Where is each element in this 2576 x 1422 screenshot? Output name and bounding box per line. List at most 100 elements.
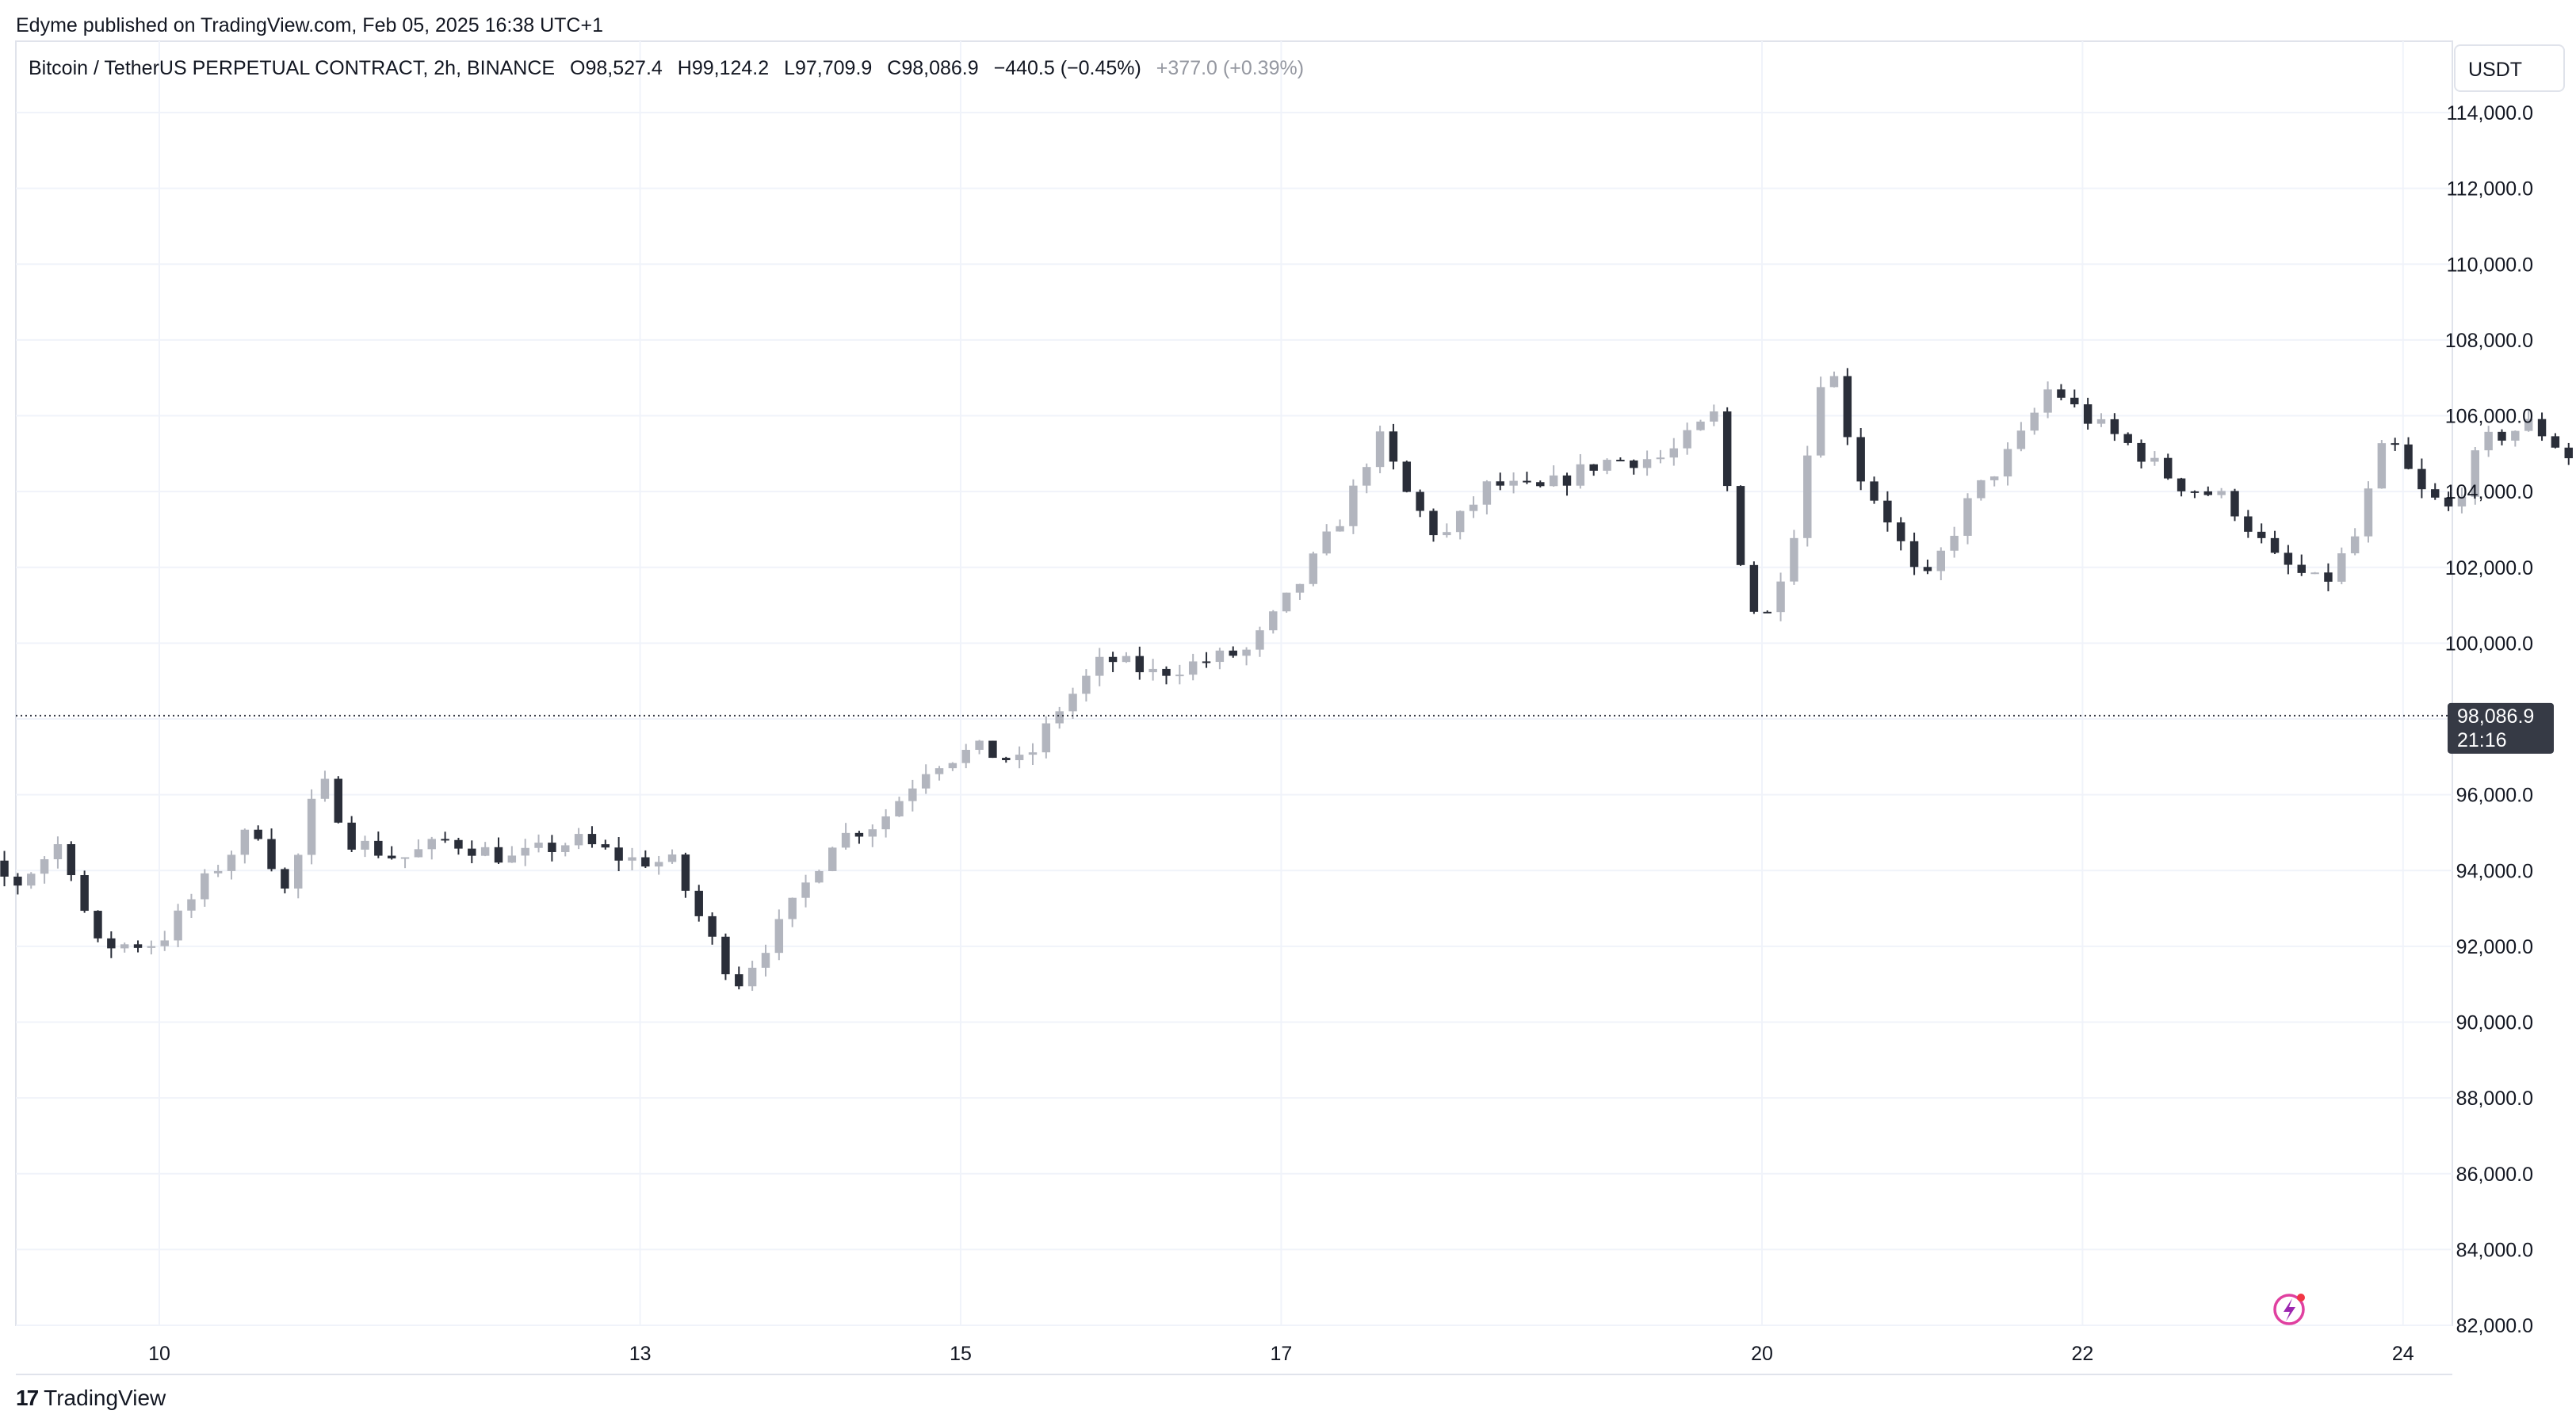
candle-body xyxy=(2257,531,2266,538)
symbol-legend[interactable]: Bitcoin / TetherUS PERPETUAL CONTRACT, 2… xyxy=(29,57,1313,80)
candle xyxy=(1790,529,1798,585)
candle xyxy=(468,840,476,864)
candle xyxy=(1349,479,1358,534)
lightning-icon[interactable] xyxy=(2273,1294,2305,1325)
tradingview-logo[interactable]: 17 TradingView xyxy=(16,1386,166,1411)
candle-body xyxy=(574,834,583,846)
candle-body xyxy=(2498,431,2506,441)
candle-body xyxy=(320,778,330,799)
candle-body xyxy=(1322,531,1331,554)
candle-body xyxy=(1523,480,1531,483)
candle xyxy=(628,847,636,871)
candle-body xyxy=(227,854,236,871)
candle xyxy=(307,789,316,865)
candle-body xyxy=(654,862,663,867)
candle xyxy=(427,836,436,860)
candle-body xyxy=(120,944,129,949)
candle-body xyxy=(2524,419,2533,431)
candle-body xyxy=(2070,397,2079,405)
candle xyxy=(1963,493,1972,545)
candle xyxy=(1816,377,1825,458)
candle xyxy=(1642,450,1652,476)
candle xyxy=(1736,485,1745,566)
time-tick-label: 17 xyxy=(1270,1343,1292,1365)
candle-body xyxy=(281,869,289,889)
candle xyxy=(1883,491,1892,532)
candle-body xyxy=(2457,496,2467,506)
candle xyxy=(254,825,262,841)
candles xyxy=(0,368,2573,992)
candle-body xyxy=(1642,459,1652,468)
candle-body xyxy=(454,839,463,849)
candle-body xyxy=(147,946,156,948)
candle-body xyxy=(347,822,356,850)
candle xyxy=(988,740,997,759)
candle-body xyxy=(1122,656,1131,663)
price-tick-label: 106,000.0 xyxy=(2445,406,2533,428)
candle-body xyxy=(2511,430,2520,441)
candle xyxy=(641,850,650,869)
candle xyxy=(2123,432,2132,445)
candle xyxy=(400,857,410,869)
candle xyxy=(1002,756,1011,763)
candle xyxy=(1322,524,1331,556)
candle xyxy=(521,839,529,866)
candle xyxy=(2096,413,2106,427)
candle xyxy=(2310,571,2319,575)
candle-body xyxy=(1736,486,1745,565)
candle xyxy=(1108,652,1118,672)
candle-body xyxy=(1749,564,1759,612)
candle-body xyxy=(2057,389,2066,398)
candle-body xyxy=(2137,442,2146,462)
candle xyxy=(0,851,9,887)
publisher-line: Edyme published on TradingView.com, Feb … xyxy=(16,14,603,36)
candle-body xyxy=(2471,450,2480,497)
candle-body xyxy=(2337,553,2346,582)
candle-body xyxy=(480,847,490,856)
candle xyxy=(1469,496,1478,518)
price-tick-label: 84,000.0 xyxy=(2456,1239,2533,1261)
candle xyxy=(201,869,209,907)
price-tick-label: 96,000.0 xyxy=(2456,785,2533,807)
time-axis[interactable]: 101315172022242729Feb357 xyxy=(148,1343,2576,1365)
symbol-title[interactable]: Bitcoin / TetherUS PERPETUAL CONTRACT, 2… xyxy=(29,57,556,79)
candle-body xyxy=(1188,661,1198,675)
price-tick-label: 104,000.0 xyxy=(2445,481,2533,503)
candle xyxy=(948,762,957,771)
candle xyxy=(40,856,49,884)
candle xyxy=(975,740,984,755)
candle xyxy=(1055,706,1064,729)
candle-body xyxy=(1082,675,1091,694)
candle-body xyxy=(2551,436,2560,448)
candle-body xyxy=(174,910,182,941)
currency-selector[interactable]: USDT xyxy=(2454,44,2565,92)
price-tag-countdown: 21:16 xyxy=(2457,729,2507,751)
candle-body xyxy=(1148,668,1157,673)
candle xyxy=(1229,646,1237,658)
candle xyxy=(13,873,22,895)
candle-body xyxy=(868,829,877,837)
candle-body xyxy=(414,849,423,858)
candle xyxy=(1683,422,1691,455)
candle xyxy=(53,836,63,869)
candle-body xyxy=(361,840,369,850)
candle xyxy=(1562,472,1572,496)
candle-body xyxy=(1002,758,1011,761)
candle-body xyxy=(1108,656,1118,663)
price-tick-label: 108,000.0 xyxy=(2445,330,2533,352)
candle xyxy=(1669,438,1679,466)
candle-body xyxy=(1897,522,1905,541)
candle-body xyxy=(1215,650,1225,663)
candle-body xyxy=(801,882,810,898)
candle-body xyxy=(1669,448,1679,458)
candle-body xyxy=(2297,564,2306,573)
candle-body xyxy=(1963,498,1972,536)
candle-body xyxy=(1175,675,1184,677)
price-tick-label: 100,000.0 xyxy=(2445,633,2533,655)
candle-body xyxy=(1843,376,1852,438)
candle-body xyxy=(747,967,757,987)
candle xyxy=(1402,461,1412,493)
candle-body xyxy=(1269,611,1278,631)
candle-body xyxy=(1162,668,1171,676)
